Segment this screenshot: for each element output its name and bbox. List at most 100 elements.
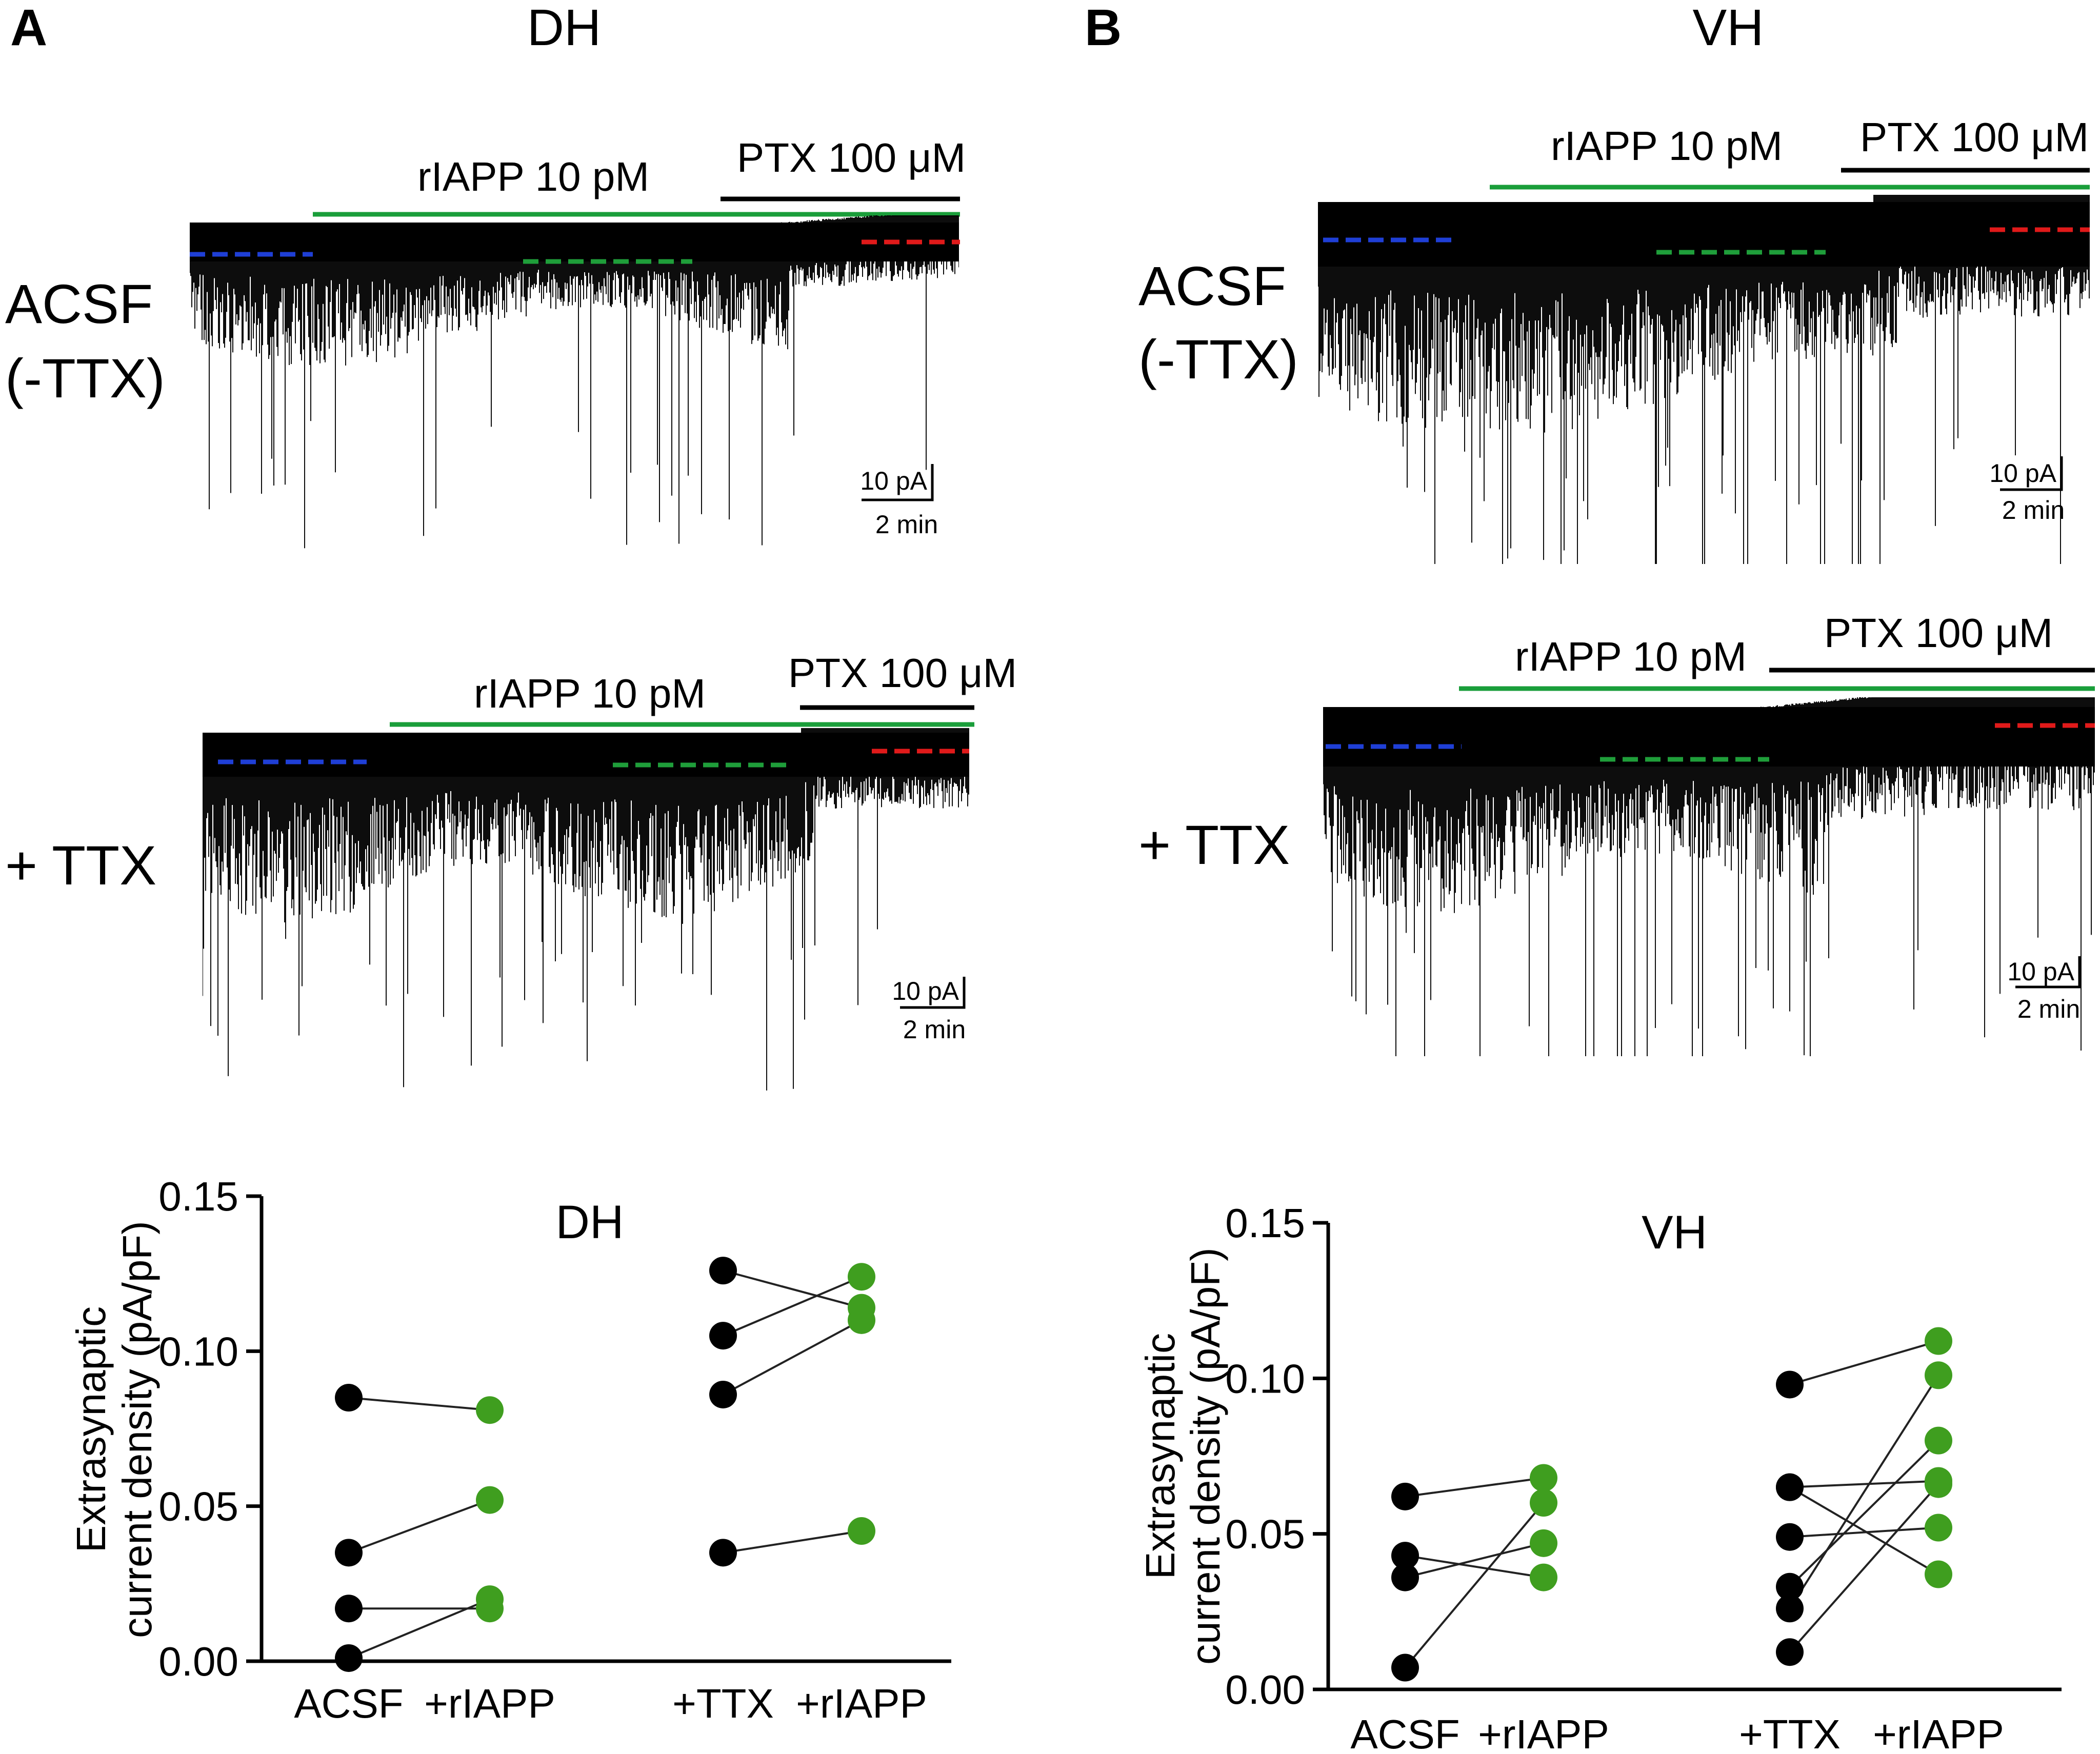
pair-line [1789, 1480, 1939, 1488]
data-point-rIAPP [1925, 1514, 1952, 1542]
data-point-rIAPP [1925, 1560, 1952, 1588]
panel-letter-a: A [10, 0, 47, 56]
drug1-label: rIAPP 10 pM [1515, 634, 1747, 679]
scatter-chart-vh: 0.00 0.05 0.10 0.15 VH Extrasynaptic current d… [1137, 1200, 2062, 1754]
pair-line [1404, 1502, 1545, 1668]
data-point-control [1391, 1563, 1419, 1591]
scale-x-label: 2 min [2017, 995, 2080, 1023]
drug2-label: PTX 100 μM [1860, 114, 2089, 160]
data-point-control [1776, 1595, 1804, 1623]
data-point-control [1776, 1473, 1804, 1501]
pair-line [348, 1397, 490, 1412]
data-point-rIAPP [848, 1517, 875, 1545]
data-point-rIAPP [1925, 1361, 1952, 1389]
data-point-rIAPP [848, 1306, 875, 1334]
x-category-label: +TTX [1739, 1711, 1841, 1754]
data-point-control [1776, 1370, 1804, 1399]
scale-y-label: 10 pA [1989, 459, 2056, 488]
y-tick-label: 0.10 [1225, 1356, 1305, 1401]
row-label-line1: + TTX [1138, 814, 1290, 876]
scale-y-label: 10 pA [2007, 957, 2074, 986]
chart-title: VH [1642, 1206, 1707, 1259]
data-point-control [709, 1539, 737, 1567]
y-tick-label: 0.05 [1225, 1511, 1305, 1557]
data-point-control [335, 1644, 363, 1672]
data-point-rIAPP [476, 1486, 504, 1514]
pair-line [1405, 1542, 1544, 1579]
data-point-control [709, 1380, 737, 1408]
trace-block-dh-ttx: + TTX rIAPP 10 pM PTX 100 μM 10 pA 2 min [5, 650, 1017, 1091]
current-trace [203, 728, 969, 1091]
pair-line [1789, 1340, 1939, 1386]
x-category-label: ACSF [294, 1681, 403, 1726]
x-category-label: +rIAPP [1478, 1711, 1609, 1754]
panel-letter-b: B [1085, 0, 1122, 56]
data-point-control [1776, 1572, 1804, 1601]
data-point-control [1391, 1542, 1419, 1570]
current-trace [190, 215, 959, 549]
panel-b-region-title: VH [1693, 0, 1764, 56]
y-tick-label: 0.10 [158, 1328, 238, 1374]
data-point-rIAPP [1925, 1327, 1952, 1355]
y-axis-label: current density (pA/pF) [114, 1221, 160, 1638]
x-category-label: ACSF [1350, 1711, 1459, 1754]
data-point-rIAPP [1530, 1563, 1557, 1591]
current-trace [1323, 697, 2095, 1056]
pair-line [1789, 1486, 1939, 1576]
data-point-rIAPP [1530, 1464, 1557, 1492]
scale-x-label: 2 min [903, 1015, 966, 1044]
y-tick-label: 0.00 [158, 1639, 238, 1684]
pair-line [1405, 1555, 1544, 1579]
pair-line [348, 1598, 490, 1659]
scale-bar: 10 pA 2 min [892, 977, 966, 1044]
pair-line [723, 1269, 862, 1309]
scale-x-label: 2 min [2002, 496, 2065, 525]
pair-line [723, 1530, 862, 1554]
y-axis-label: Extrasynaptic [68, 1306, 114, 1553]
drug2-label: PTX 100 μM [1824, 610, 2053, 656]
drug1-label: rIAPP 10 pM [417, 154, 649, 199]
data-point-rIAPP [1925, 1426, 1952, 1455]
y-tick-label: 0.05 [158, 1484, 238, 1529]
x-category-label: +TTX [672, 1681, 774, 1726]
pair-line [723, 1319, 862, 1396]
drug2-label: PTX 100 μM [788, 650, 1017, 696]
row-label-line2: (-TTX) [1138, 328, 1298, 390]
panel-a-region-title: DH [527, 0, 601, 56]
y-tick-label: 0.00 [1225, 1667, 1305, 1712]
row-label-line1: + TTX [5, 834, 156, 896]
scale-x-label: 2 min [875, 510, 938, 539]
scatter-chart-dh: 0.00 0.05 0.10 0.15 DH Extrasynaptic current d… [68, 1174, 951, 1726]
pair-line [1789, 1526, 1939, 1538]
pair-line [723, 1276, 862, 1337]
scale-bar: 10 pA 2 min [2007, 956, 2081, 1023]
row-label-line1: ACSF [1138, 255, 1286, 317]
y-tick-label: 0.15 [158, 1174, 238, 1219]
trace-block-vh-ttx: + TTX rIAPP 10 pM PTX 100 μM 10 pA 2 min [1138, 610, 2095, 1056]
y-axis-label: Extrasynaptic [1137, 1333, 1183, 1579]
data-point-rIAPP [476, 1585, 504, 1614]
current-trace [1318, 195, 2090, 564]
data-point-control [335, 1539, 363, 1567]
scale-y-label: 10 pA [860, 467, 927, 495]
data-point-control [335, 1384, 363, 1412]
chart-title: DH [556, 1196, 624, 1248]
pair-line [348, 1499, 490, 1554]
y-tick-label: 0.15 [1225, 1200, 1305, 1246]
drug1-label: rIAPP 10 pM [474, 671, 706, 716]
row-label-line1: ACSF [5, 273, 153, 335]
data-point-control [1391, 1654, 1419, 1682]
data-point-control [335, 1595, 363, 1623]
data-point-control [709, 1322, 737, 1350]
drug1-label: rIAPP 10 pM [1551, 123, 1783, 169]
pair-line [1405, 1477, 1544, 1498]
trace-block-dh-acsf: ACSF (-TTX) rIAPP 10 pM PTX 100 μM 10 pA… [5, 135, 966, 549]
pair-line [1789, 1483, 1939, 1653]
data-point-rIAPP [1925, 1470, 1952, 1498]
pair-line [1789, 1440, 1939, 1588]
scale-bar: 10 pA 2 min [860, 464, 938, 539]
data-point-rIAPP [1530, 1529, 1557, 1557]
data-point-control [1776, 1523, 1804, 1551]
row-label-line2: (-TTX) [5, 347, 165, 409]
